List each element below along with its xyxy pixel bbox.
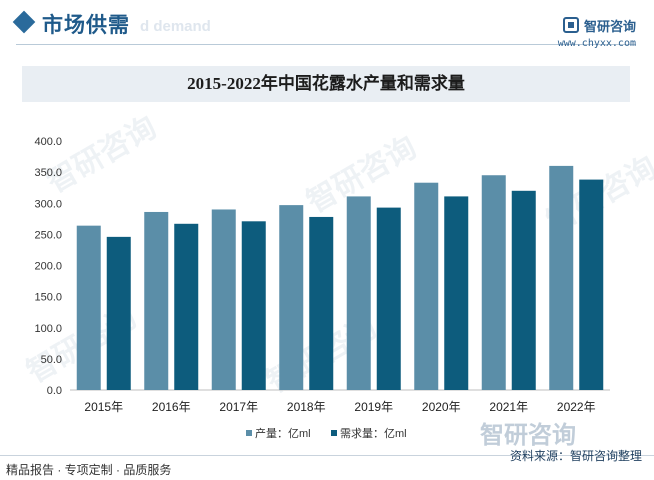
y-tick-label: 400.0 xyxy=(34,136,62,148)
y-tick-label: 250.0 xyxy=(34,229,62,241)
bar-demand xyxy=(376,207,401,390)
bar-demand xyxy=(174,223,199,390)
x-tick-label: 2019年 xyxy=(354,400,393,414)
source-note: 资料来源：智研咨询整理 xyxy=(509,449,642,463)
footer-slogan: 精品报告 · 专项定制 · 品质服务 xyxy=(6,463,172,477)
bar-production xyxy=(211,209,236,390)
chart-title: 2015-2022年中国花露水产量和需求量 xyxy=(187,74,465,93)
y-tick-label: 50.0 xyxy=(41,354,62,366)
y-tick-label: 350.0 xyxy=(34,167,62,179)
bar-production xyxy=(76,225,101,390)
y-tick-label: 150.0 xyxy=(34,292,62,304)
x-tick-label: 2017年 xyxy=(219,400,258,414)
watermark: 智研咨询 xyxy=(480,422,576,449)
bar-demand xyxy=(511,190,536,390)
legend-swatch xyxy=(246,430,252,436)
x-tick-label: 2018年 xyxy=(287,400,326,414)
bar-production xyxy=(346,196,371,390)
x-tick-label: 2015年 xyxy=(84,400,123,414)
header: d demand 市场供需 智研咨询 www.chyxx.com xyxy=(0,0,654,52)
x-tick-label: 2020年 xyxy=(422,400,461,414)
x-tick-label: 2022年 xyxy=(557,400,596,414)
bar-demand xyxy=(444,196,469,390)
x-tick-label: 2021年 xyxy=(489,400,528,414)
brand-logo: 智研咨询 xyxy=(562,15,636,35)
footer-divider xyxy=(0,455,654,456)
x-tick-label: 2016年 xyxy=(152,400,191,414)
y-tick-label: 200.0 xyxy=(34,261,62,273)
section-title: 市场供需 xyxy=(42,13,130,37)
header-divider xyxy=(16,44,636,45)
bar-production xyxy=(279,205,304,390)
legend-label: 产量：亿ml xyxy=(255,426,311,440)
brand-name: 智研咨询 xyxy=(583,18,636,34)
section-subtitle: d demand xyxy=(140,18,211,35)
legend-swatch xyxy=(331,430,337,436)
bar-demand xyxy=(579,179,604,390)
bar-production xyxy=(414,182,439,390)
bar-production xyxy=(481,175,506,390)
y-tick-label: 300.0 xyxy=(34,198,62,210)
bar-demand xyxy=(309,216,334,390)
zhiyan-logo-icon xyxy=(562,17,579,33)
y-tick-label: 0.0 xyxy=(47,385,62,397)
brand-url: www.chyxx.com xyxy=(557,38,636,49)
legend-label: 需求量：亿ml xyxy=(340,427,407,440)
bar-demand xyxy=(241,221,266,390)
y-tick-label: 100.0 xyxy=(34,323,62,335)
bar-production xyxy=(549,165,574,390)
bar-production xyxy=(144,211,169,390)
chart-title-band: 2015-2022年中国花露水产量和需求量 xyxy=(22,66,630,102)
bar-demand xyxy=(106,236,131,390)
